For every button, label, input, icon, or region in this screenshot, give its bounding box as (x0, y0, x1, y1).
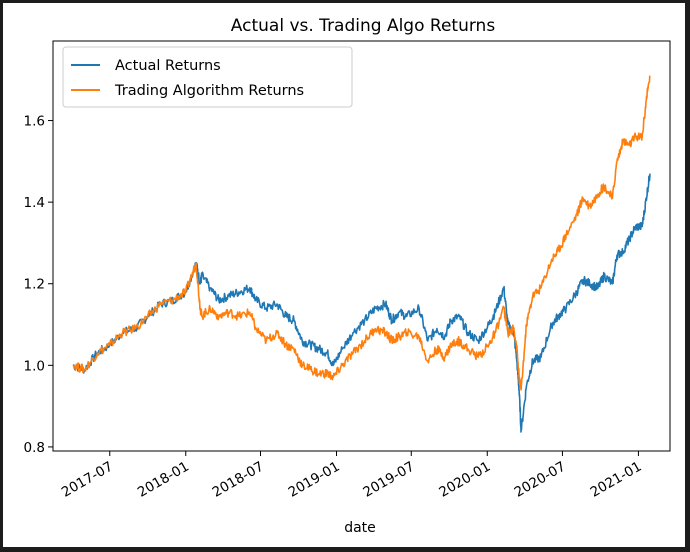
y-axis: 0.8 1.0 1.2 1.4 1.6 (24, 114, 53, 456)
series-line-actual-returns (72, 173, 651, 433)
line-chart: Actual vs. Trading Algo Returns 0.8 1.0 1.… (3, 3, 685, 547)
y-tick-label: 1.0 (24, 358, 45, 374)
chart-figure: Actual vs. Trading Algo Returns 0.8 1.0 1.… (3, 3, 685, 547)
chart-title: Actual vs. Trading Algo Returns (231, 16, 496, 36)
plot-area (52, 40, 671, 452)
legend-label-trading: Trading Algorithm Returns (114, 83, 304, 99)
axes-frame (52, 40, 671, 452)
y-tick-label: 1.4 (24, 195, 45, 211)
y-tick-label: 1.2 (24, 277, 45, 293)
series-line-trading-algorithm-returns (72, 75, 651, 391)
legend-label-actual: Actual Returns (115, 58, 221, 74)
y-tick-label: 0.8 (24, 440, 45, 456)
legend-box (62, 46, 353, 108)
legend: Actual Returns Trading Algorithm Returns (62, 46, 353, 108)
y-tick-label: 1.6 (24, 114, 45, 130)
x-axis-label: date (344, 520, 376, 536)
